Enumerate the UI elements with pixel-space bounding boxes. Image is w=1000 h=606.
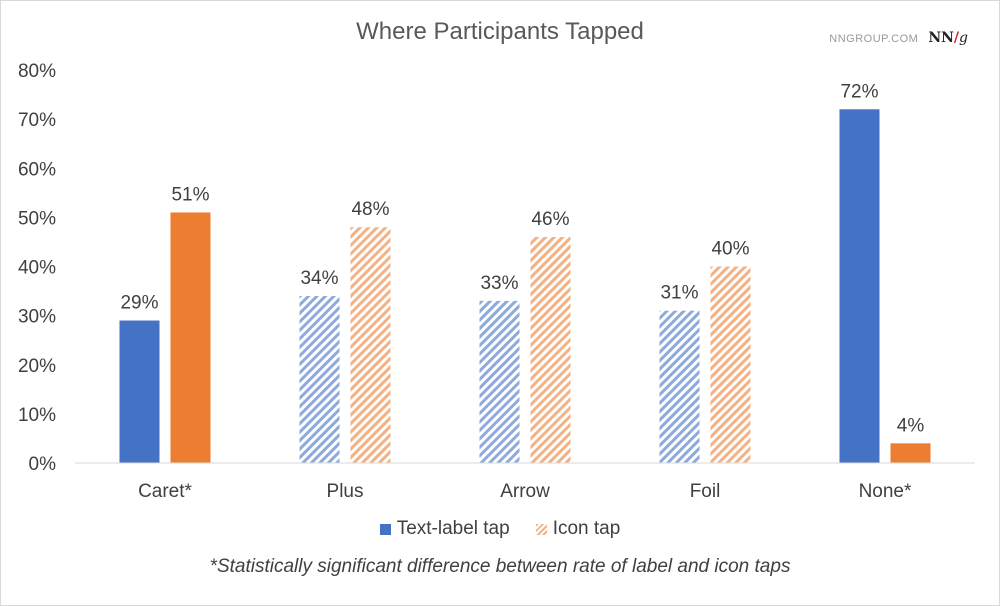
x-tick-label: None* — [859, 481, 912, 502]
x-tick-label: Arrow — [500, 481, 550, 502]
x-tick-label: Foil — [690, 481, 721, 502]
y-tick-label: 80% — [18, 61, 56, 82]
bar-icon-none — [890, 443, 931, 463]
data-label: 29% — [120, 293, 158, 314]
legend: Text-label tap Icon tap — [0, 518, 1000, 540]
legend-label-text-label: Text-label tap — [396, 518, 510, 539]
bar-icon-foil — [710, 266, 751, 463]
brand: NNGROUP.COM NN/g — [829, 30, 968, 46]
data-label: 48% — [351, 199, 389, 220]
y-tick-label: 70% — [18, 110, 56, 131]
legend-swatch-orange-hatch — [535, 523, 547, 535]
y-axis: 0% 10% 20% 30% 40% 50% 60% 70% 80% — [18, 61, 56, 475]
footnote: *Statistically significant difference be… — [209, 556, 791, 577]
legend-item-text-label: Text-label tap — [379, 518, 510, 540]
bars: 29% 51% 34% 48% 33% 46% 31% 40% 72% 4% — [119, 81, 931, 464]
bar-icon-arrow — [530, 237, 571, 463]
data-label: 40% — [711, 239, 749, 260]
bar-icon-caret — [170, 212, 211, 463]
y-tick-label: 10% — [18, 405, 56, 426]
bar-text-label-none — [839, 109, 880, 464]
bar-text-label-foil — [659, 310, 700, 463]
data-label: 34% — [300, 268, 338, 289]
y-tick-label: 50% — [18, 208, 56, 229]
data-label: 51% — [171, 184, 209, 205]
brand-site: NNGROUP.COM — [829, 33, 919, 45]
logo-slash: / — [953, 30, 960, 46]
logo-g: g — [959, 30, 968, 46]
legend-item-icon: Icon tap — [535, 518, 621, 540]
data-label: 46% — [531, 209, 569, 230]
y-tick-label: 20% — [18, 356, 56, 377]
bar-text-label-plus — [299, 295, 340, 463]
data-label: 31% — [660, 283, 698, 304]
data-label: 4% — [897, 415, 925, 436]
x-axis: Caret* Plus Arrow Foil None* — [75, 462, 975, 502]
y-tick-label: 0% — [29, 454, 57, 475]
y-tick-label: 40% — [18, 258, 56, 279]
legend-swatch-blue — [379, 523, 391, 535]
chart-title: Where Participants Tapped — [356, 18, 644, 45]
logo-n1: N — [928, 30, 942, 46]
x-tick-label: Plus — [327, 481, 364, 502]
data-label: 72% — [840, 81, 878, 102]
nng-logo: NN/g — [928, 30, 968, 46]
logo-n2: N — [941, 30, 954, 46]
bar-text-label-arrow — [479, 300, 520, 463]
y-tick-label: 30% — [18, 307, 56, 328]
bar-icon-plus — [350, 227, 391, 463]
y-tick-label: 60% — [18, 159, 56, 180]
data-label: 33% — [480, 273, 518, 294]
bar-text-label-caret — [119, 320, 160, 463]
legend-label-icon: Icon tap — [552, 518, 621, 539]
x-tick-label: Caret* — [138, 481, 192, 502]
